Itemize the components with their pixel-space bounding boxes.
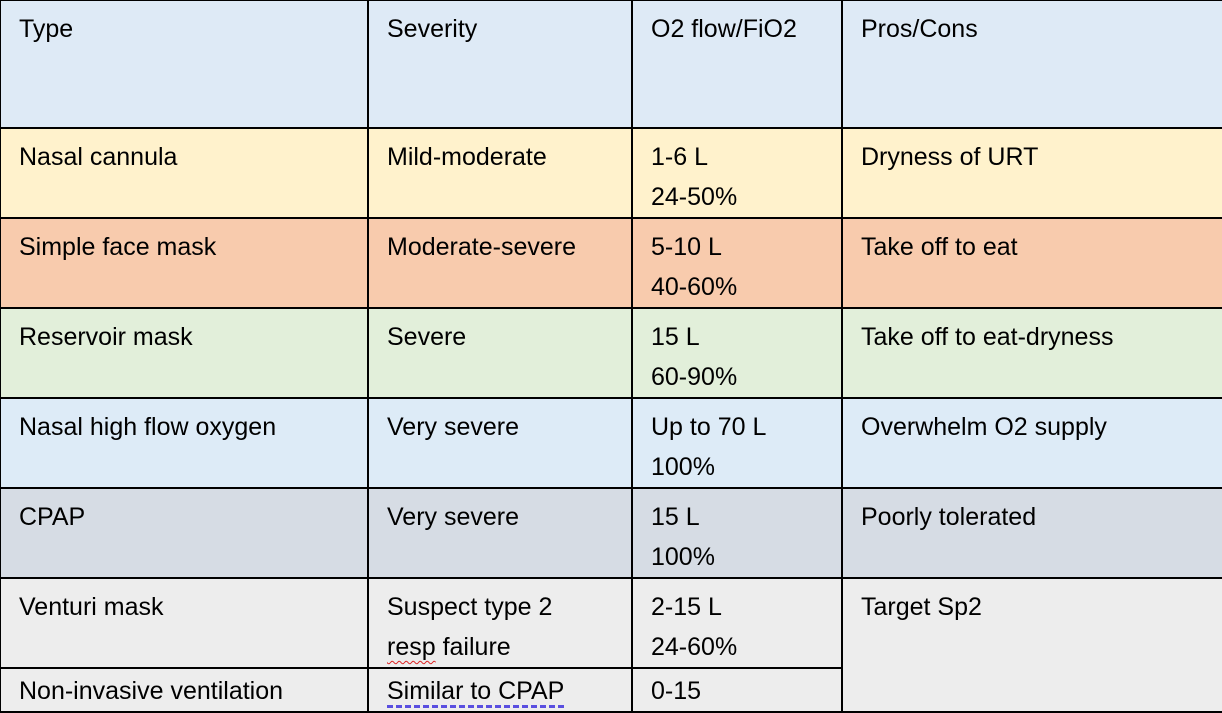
cell-severity: Suspect type 2 resp failure [367, 577, 633, 669]
severity-text: Moderate-severe [387, 233, 576, 261]
cell-flow: 15 L 100% [631, 487, 843, 579]
fio2-text: 60-90% [651, 363, 738, 391]
table-row: CPAP Very severe 15 L 100% Poorly tolerat… [0, 487, 1222, 579]
cell-pros-cons: Dryness of URT [841, 127, 1222, 219]
header-severity: Severity [367, 0, 633, 129]
cell-type: Venturi mask [0, 577, 369, 669]
cell-pros-cons: Overwhelm O2 supply [841, 397, 1222, 489]
fio2-text: 24-50% [651, 183, 738, 211]
flow-text: 0-15 [651, 677, 702, 705]
cell-pros-cons: Target Sp2 [841, 577, 1222, 713]
flow-text: 1-6 L [651, 143, 708, 171]
cell-flow: 5-10 L 40-60% [631, 217, 843, 309]
cell-pros-cons: Poorly tolerated [841, 487, 1222, 579]
cell-pros-cons: Take off to eat-dryness [841, 307, 1222, 399]
cell-type: Nasal cannula [0, 127, 369, 219]
table-row: Nasal cannula Mild-moderate 1-6 L 24-50% … [0, 127, 1222, 219]
cell-severity: Very severe [367, 397, 633, 489]
severity-text: Very severe [387, 503, 520, 531]
header-pros-cons: Pros/Cons [841, 0, 1222, 129]
severity-text: Mild-moderate [387, 143, 547, 171]
flow-text: 2-15 L [651, 593, 722, 621]
fio2-text: 40-60% [651, 273, 738, 301]
table-row: Simple face mask Moderate-severe 5-10 L 4… [0, 217, 1222, 309]
cell-flow: 0-15 [631, 667, 843, 713]
flow-text: 15 L [651, 503, 700, 531]
cell-type: Reservoir mask [0, 307, 369, 399]
fio2-text: 100% [651, 453, 715, 481]
cell-flow: 1-6 L 24-50% [631, 127, 843, 219]
cell-type: Simple face mask [0, 217, 369, 309]
cell-pros-cons: Take off to eat [841, 217, 1222, 309]
spellcheck-word[interactable]: resp [387, 633, 436, 661]
fio2-text: 24-60% [651, 633, 738, 661]
header-flow: O2 flow/FiO2 [631, 0, 843, 129]
cell-type: Nasal high flow oxygen [0, 397, 369, 489]
severity-text-line2: resp failure [387, 633, 511, 661]
severity-text: Severe [387, 323, 467, 351]
cell-severity: Very severe [367, 487, 633, 579]
cell-severity: Mild-moderate [367, 127, 633, 219]
cell-severity: Moderate-severe [367, 217, 633, 309]
header-row: Type Severity O2 flow/FiO2 Pros/Cons [0, 0, 1222, 129]
cell-severity: Severe [367, 307, 633, 399]
cell-type: CPAP [0, 487, 369, 579]
table-row: Nasal high flow oxygen Very severe Up to… [0, 397, 1222, 489]
flow-text: Up to 70 L [651, 413, 767, 441]
flow-text: 5-10 L [651, 233, 722, 261]
cell-severity: Similar to CPAP [367, 667, 633, 713]
table-row: Venturi mask Suspect type 2 resp failure … [0, 577, 1222, 713]
table-row: Reservoir mask Severe 15 L 60-90% Take of… [0, 307, 1222, 399]
grammar-flagged-text[interactable]: Similar to CPAP [387, 677, 565, 705]
severity-text: Suspect type 2 [387, 593, 553, 621]
fio2-text: 100% [651, 543, 715, 571]
header-type: Type [0, 0, 369, 129]
cell-type: Non-invasive ventilation [0, 667, 369, 713]
flow-text: 15 L [651, 323, 700, 351]
cell-flow: 2-15 L 24-60% [631, 577, 843, 669]
cell-flow: Up to 70 L 100% [631, 397, 843, 489]
severity-text: Very severe [387, 413, 520, 441]
severity-text: Similar to CPAP [387, 671, 630, 710]
cell-flow: 15 L 60-90% [631, 307, 843, 399]
